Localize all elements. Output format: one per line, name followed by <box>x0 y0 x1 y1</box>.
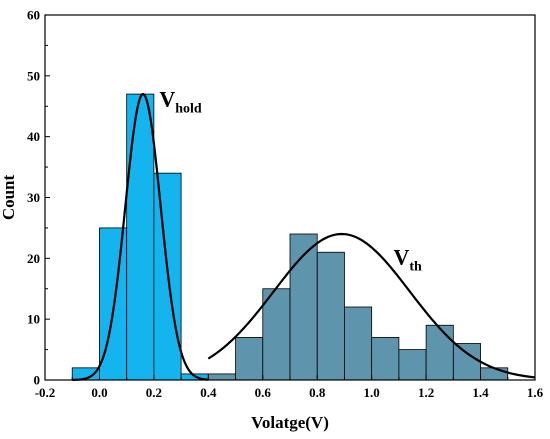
y-tick-label: 20 <box>27 251 40 266</box>
x-axis-ticks: -0.2 0.0 0.2 0.4 0.6 0.8 1.0 1.2 1.4 1.6 <box>35 375 544 400</box>
x-tick-label: 0.6 <box>255 385 272 400</box>
x-tick-label: 0.8 <box>309 385 326 400</box>
y-tick-label: 30 <box>27 190 40 205</box>
x-tick-label: 1.4 <box>472 385 489 400</box>
curve-annotation: Vhold <box>159 86 202 116</box>
x-tick-label: 0.2 <box>146 385 162 400</box>
x-tick-label: 1.0 <box>364 385 380 400</box>
fit-curve-series-2 <box>207 232 536 379</box>
y-tick-label: 50 <box>27 68 40 83</box>
histogram-bar-series-2 <box>262 288 291 381</box>
y-tick-label: 60 <box>27 8 40 23</box>
x-tick-label: 1.6 <box>527 385 544 400</box>
histogram-bar-series-2 <box>452 343 481 381</box>
fit-curves-layer <box>72 93 536 381</box>
histogram-bar-series-2 <box>316 251 345 381</box>
histogram-bar-series-2 <box>344 306 373 381</box>
x-axis-title: Volatge(V) <box>251 413 329 432</box>
histogram-bar-series-2 <box>398 349 427 381</box>
histogram-bar-series-2 <box>235 337 264 381</box>
histogram-bar-series-2 <box>480 367 509 381</box>
annotations-layer: Vhold Vth <box>159 86 422 274</box>
curve-annotation: Vth <box>393 244 422 274</box>
y-axis-title: Count <box>0 174 18 220</box>
fit-curve-series-1 <box>72 93 209 381</box>
x-tick-label: 0.0 <box>91 385 107 400</box>
y-tick-label: 40 <box>27 129 40 144</box>
histogram-bar-series-1 <box>126 93 155 381</box>
x-tick-label: 1.2 <box>418 385 434 400</box>
bars-layer <box>71 93 509 381</box>
y-tick-label: 10 <box>27 312 40 327</box>
x-tick-label: 0.4 <box>200 385 217 400</box>
histogram-bar-series-2 <box>207 373 236 381</box>
y-axis-ticks: 0 10 20 30 40 50 60 <box>27 8 50 388</box>
histogram-bar-series-2 <box>371 337 400 381</box>
histogram-bar-series-2 <box>425 324 454 381</box>
y-tick-label: 0 <box>34 373 41 388</box>
x-tick-label: -0.2 <box>35 385 56 400</box>
